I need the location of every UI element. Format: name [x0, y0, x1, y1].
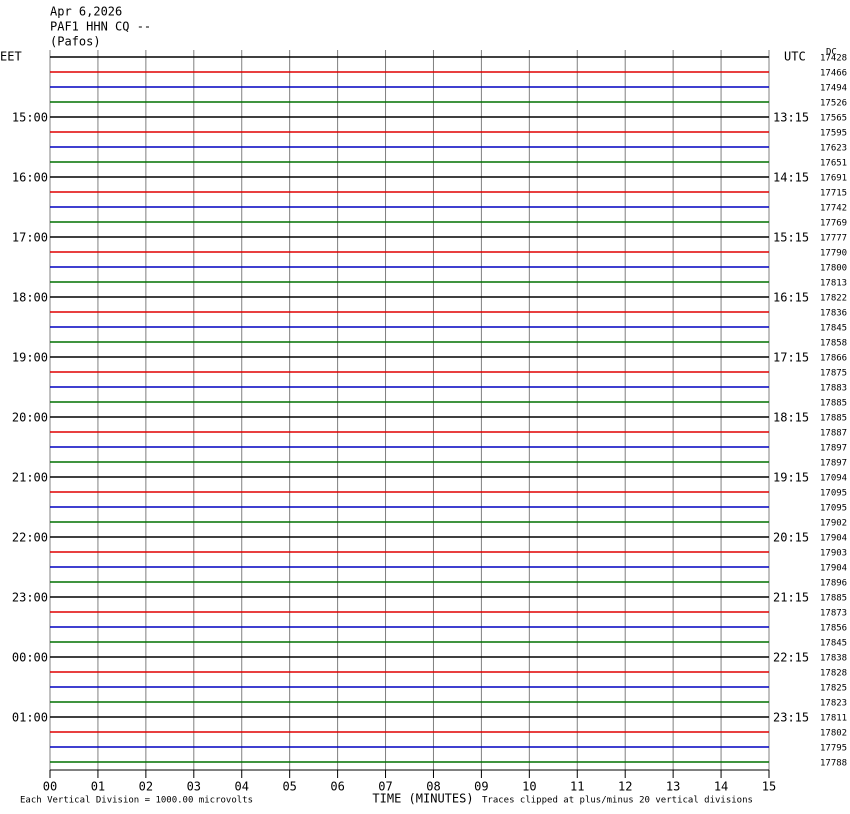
dc-offset: 17897: [820, 459, 847, 469]
left-time-label: 23:00: [12, 591, 48, 605]
right-time-label: 19:15: [773, 471, 809, 485]
right-time-label: 14:15: [773, 171, 809, 185]
left-time-label: 22:00: [12, 531, 48, 545]
left-time-label: 18:00: [12, 291, 48, 305]
x-tick-label: 01: [91, 780, 105, 794]
right-time-label: 22:15: [773, 651, 809, 665]
x-tick-label: 13: [666, 780, 680, 794]
dc-offset: 17565: [820, 114, 847, 124]
x-tick-label: 14: [714, 780, 728, 794]
dc-offset: 17466: [820, 69, 847, 79]
dc-offset: 17742: [820, 204, 847, 214]
right-time-label: 18:15: [773, 411, 809, 425]
dc-offset: 17715: [820, 189, 847, 199]
dc-offset: 17494: [820, 84, 847, 94]
dc-offset: 17823: [820, 699, 847, 709]
x-tick-label: 09: [474, 780, 488, 794]
dc-offset: 17887: [820, 429, 847, 439]
left-time-label: 00:00: [12, 651, 48, 665]
right-time-label: 15:15: [773, 231, 809, 245]
left-time-label: 17:00: [12, 231, 48, 245]
left-time-label: 01:00: [12, 711, 48, 725]
x-tick-label: 10: [522, 780, 536, 794]
dc-offset: 17822: [820, 294, 847, 304]
right-time-label: 16:15: [773, 291, 809, 305]
title-line: (Pafos): [50, 35, 101, 49]
x-tick-label: 06: [330, 780, 344, 794]
dc-offset: 17777: [820, 234, 847, 244]
dc-offset: 17828: [820, 669, 847, 679]
dc-offset: 17856: [820, 624, 847, 634]
dc-offset: 17858: [820, 339, 847, 349]
dc-offset: 17790: [820, 249, 847, 259]
dc-offset: 17838: [820, 654, 847, 664]
title-line: Apr 6,2026: [50, 5, 122, 19]
dc-offset: 17903: [820, 549, 847, 559]
dc-offset: 17813: [820, 279, 847, 289]
left-time-label: 20:00: [12, 411, 48, 425]
title-line: PAF1 HHN CQ --: [50, 20, 151, 34]
dc-offset: 17825: [820, 684, 847, 694]
dc-offset: 17883: [820, 384, 847, 394]
dc-offset: 17836: [820, 309, 847, 319]
x-tick-label: 03: [187, 780, 201, 794]
x-tick-label: 04: [235, 780, 249, 794]
right-axis-label: UTC: [784, 50, 806, 64]
dc-offset: 17897: [820, 444, 847, 454]
x-tick-label: 12: [618, 780, 632, 794]
dc-offset: 17691: [820, 174, 847, 184]
dc-offset: 17094: [820, 474, 847, 484]
dc-offset: 17802: [820, 729, 847, 739]
dc-offset: 17896: [820, 579, 847, 589]
dc-offset: 17845: [820, 324, 847, 334]
dc-offset: 17904: [820, 534, 847, 544]
dc-offset: 17795: [820, 744, 847, 754]
dc-offset: 17875: [820, 369, 847, 379]
left-time-label: 15:00: [12, 111, 48, 125]
left-time-label: 16:00: [12, 171, 48, 185]
right-time-label: 23:15: [773, 711, 809, 725]
dc-offset: 17902: [820, 519, 847, 529]
dc-offset: 17095: [820, 489, 847, 499]
dc-offset: 17526: [820, 99, 847, 109]
dc-offset: 17885: [820, 594, 847, 604]
dc-offset: 17866: [820, 354, 847, 364]
dc-offset: 17845: [820, 639, 847, 649]
left-time-label: 21:00: [12, 471, 48, 485]
dc-offset: 17769: [820, 219, 847, 229]
dc-offset: 17095: [820, 504, 847, 514]
dc-offset: 17595: [820, 129, 847, 139]
x-tick-label: 08: [426, 780, 440, 794]
dc-offset: 17651: [820, 159, 847, 169]
dc-offset: 17885: [820, 414, 847, 424]
dc-label: DC: [826, 48, 837, 58]
footer-right: Traces clipped at plus/minus 20 vertical…: [482, 796, 753, 806]
left-time-label: 19:00: [12, 351, 48, 365]
dc-offset: 17873: [820, 609, 847, 619]
right-time-label: 20:15: [773, 531, 809, 545]
dc-offset: 17811: [820, 714, 847, 724]
x-axis-label: TIME (MINUTES): [372, 792, 473, 806]
x-tick-label: 05: [282, 780, 296, 794]
left-axis-label: EET: [0, 50, 22, 64]
dc-offset: 17885: [820, 399, 847, 409]
dc-offset: 17428: [820, 54, 847, 64]
dc-offset: 17800: [820, 264, 847, 274]
x-tick-label: 02: [139, 780, 153, 794]
x-tick-label: 15: [762, 780, 776, 794]
right-time-label: 21:15: [773, 591, 809, 605]
dc-offset: 17788: [820, 759, 847, 769]
x-tick-label: 00: [43, 780, 57, 794]
dc-offset: 17904: [820, 564, 847, 574]
x-tick-label: 07: [378, 780, 392, 794]
x-tick-label: 11: [570, 780, 584, 794]
right-time-label: 17:15: [773, 351, 809, 365]
right-time-label: 13:15: [773, 111, 809, 125]
footer-left: Each Vertical Division = 1000.00 microvo…: [20, 796, 253, 806]
dc-offset: 17623: [820, 144, 847, 154]
